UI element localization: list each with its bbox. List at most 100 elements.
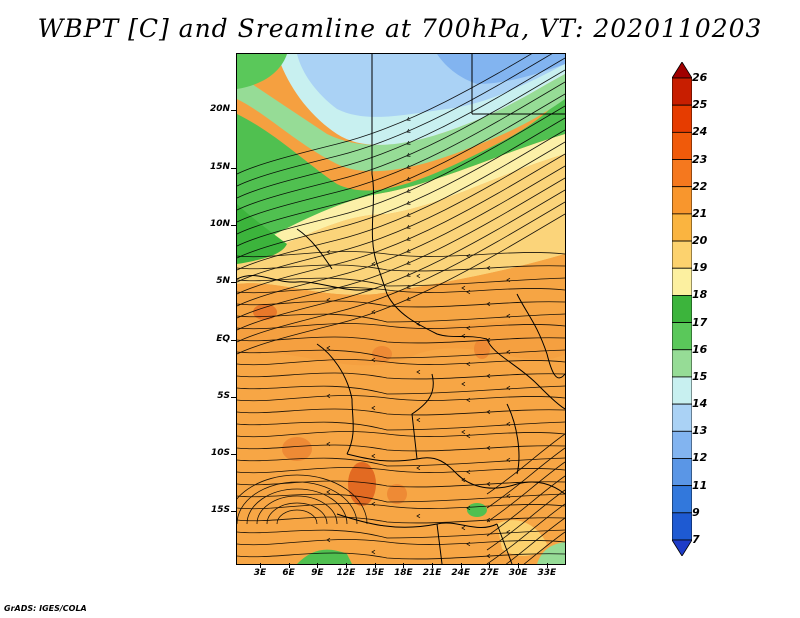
streamline-arrow bbox=[406, 128, 411, 133]
colorbar-swatch bbox=[672, 376, 692, 405]
streamline-arrow bbox=[466, 253, 471, 259]
colorbar-swatch bbox=[672, 322, 692, 351]
streamline bbox=[237, 539, 565, 546]
colorbar-swatch bbox=[672, 403, 692, 432]
streamline bbox=[237, 153, 565, 295]
colorbar-swatch bbox=[672, 430, 692, 459]
streamline-arrow bbox=[371, 453, 376, 459]
streamline bbox=[237, 323, 565, 330]
streamline-arrow bbox=[506, 493, 511, 499]
streamline-arrow bbox=[486, 409, 491, 415]
streamline bbox=[266, 502, 328, 525]
streamline bbox=[237, 129, 565, 271]
streamline bbox=[237, 395, 565, 402]
streamline-arrow bbox=[406, 200, 411, 205]
lon-tick bbox=[489, 563, 491, 568]
lon-label: 21E bbox=[422, 568, 442, 578]
streamline-arrow bbox=[506, 529, 511, 535]
wbpt-field-17-west bbox=[237, 204, 287, 264]
streamline bbox=[237, 189, 565, 331]
streamline bbox=[237, 287, 565, 294]
streamline-arrow bbox=[406, 272, 411, 277]
streamline-arrow bbox=[406, 296, 411, 301]
streamline bbox=[237, 474, 368, 525]
streamline-arrow bbox=[506, 349, 511, 355]
streamline bbox=[486, 447, 565, 509]
wbpt-spot-22-d bbox=[282, 437, 312, 461]
streamline bbox=[237, 408, 565, 416]
streamline-arrow bbox=[326, 537, 331, 543]
colorbar-label: 24 bbox=[692, 125, 708, 139]
streamline-arrow bbox=[486, 301, 491, 307]
streamline bbox=[237, 300, 565, 308]
streamline-arrow bbox=[326, 249, 331, 255]
streamline bbox=[237, 431, 565, 438]
streamline-arrow bbox=[466, 397, 471, 403]
colorbar-label: 21 bbox=[692, 206, 708, 220]
streamline-arrow bbox=[486, 373, 491, 379]
streamline-arrow bbox=[406, 152, 411, 157]
streamline-arrow bbox=[461, 333, 466, 339]
streamline-arrow bbox=[406, 248, 411, 253]
streamline-arrow bbox=[461, 477, 466, 483]
streamline bbox=[237, 313, 565, 323]
streamline bbox=[276, 509, 318, 525]
lon-label: 18E bbox=[394, 568, 413, 578]
wbpt-spot-22-a bbox=[372, 346, 392, 362]
colorbar-label: 17 bbox=[692, 315, 708, 329]
streamline-arrow bbox=[466, 505, 471, 511]
streamline bbox=[486, 489, 565, 551]
streamline-arrow bbox=[326, 441, 331, 447]
wbpt-field-17 bbox=[237, 94, 565, 254]
streamline-arrow bbox=[371, 357, 376, 363]
colorbar-label: 14 bbox=[692, 397, 708, 411]
streamline bbox=[505, 517, 565, 564]
streamline-arrow bbox=[406, 260, 411, 265]
streamline-arrow bbox=[506, 421, 511, 427]
lon-tick bbox=[460, 563, 462, 568]
map-title: WBPT [C] and Sreamline at 700hPa, VT: 20… bbox=[37, 14, 763, 43]
streamline-arrow bbox=[416, 417, 421, 423]
streamline-arrow bbox=[416, 321, 421, 327]
lon-tick bbox=[259, 563, 261, 568]
colorbar-label: 15 bbox=[692, 369, 708, 383]
wbpt-spot-22-b bbox=[474, 339, 490, 359]
colorbar-swatch bbox=[672, 104, 692, 133]
streamline-arrow bbox=[406, 140, 411, 145]
colorbar-label: 22 bbox=[692, 179, 708, 193]
colorbar-swatch bbox=[672, 485, 692, 514]
lon-label: 12E bbox=[336, 568, 356, 578]
streamline-arrow bbox=[416, 273, 421, 279]
colorbar-swatch bbox=[672, 349, 692, 378]
streamline bbox=[523, 531, 565, 564]
lon-tick bbox=[518, 563, 520, 568]
streamline bbox=[237, 117, 565, 259]
streamlines bbox=[237, 54, 565, 564]
streamline-arrow bbox=[506, 457, 511, 463]
streamline bbox=[237, 165, 565, 307]
lon-tick bbox=[345, 563, 347, 568]
streamline-arrow bbox=[326, 393, 331, 399]
colorbar-max-arrow bbox=[672, 62, 692, 79]
streamline bbox=[237, 57, 565, 199]
colorbar-label: 23 bbox=[692, 152, 708, 166]
colorbar-min-arrow bbox=[672, 539, 692, 556]
lon-label: 6E bbox=[282, 568, 295, 578]
streamline-arrow bbox=[466, 541, 471, 547]
streamline-arrow bbox=[486, 517, 491, 523]
streamline-arrow bbox=[461, 285, 466, 291]
colorbar-swatch bbox=[672, 295, 692, 323]
lat-label: 15S bbox=[210, 505, 230, 516]
wbpt-field-13 bbox=[437, 54, 565, 84]
streamline bbox=[237, 529, 565, 539]
streamline-arrow bbox=[486, 265, 491, 271]
wbpt-spot-23-a bbox=[253, 304, 277, 320]
credit-text: GrADS: IGES/COLA bbox=[4, 604, 87, 613]
streamline-arrow bbox=[406, 212, 411, 217]
streamline bbox=[237, 251, 565, 258]
streamline bbox=[237, 372, 565, 380]
streamline-arrow bbox=[371, 501, 376, 507]
colorbar-label: 19 bbox=[692, 261, 708, 275]
map-panel bbox=[236, 53, 566, 565]
lat-tick bbox=[231, 396, 236, 398]
